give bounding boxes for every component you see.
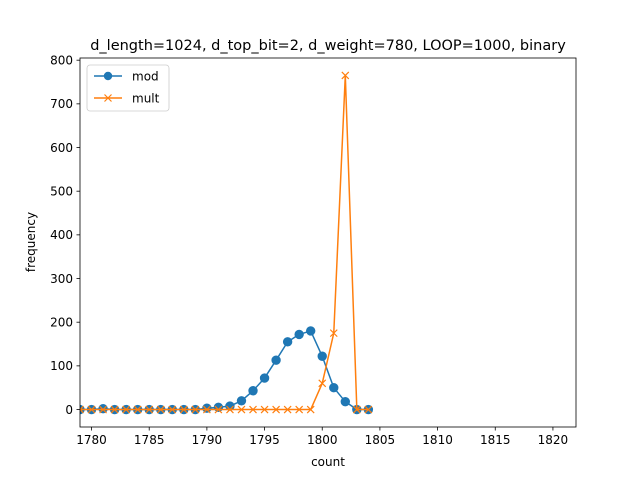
x-tick-label: 1785 — [134, 433, 165, 447]
y-tick-label: 800 — [50, 53, 73, 67]
data-point-mult — [179, 405, 188, 414]
data-point-mult — [145, 405, 154, 414]
data-point-mult — [283, 405, 292, 414]
legend-label-mult: mult — [132, 91, 160, 105]
axis-ticks: 1780 1785 1790 1795 1800 1805 1810 1815 1820 0 100… — [50, 53, 568, 447]
data-point-mult — [80, 405, 84, 414]
plot-frame — [79, 57, 577, 428]
data-point-mult — [156, 405, 165, 414]
legend: mod mult — [86, 64, 170, 112]
series-line-mult — [80, 74, 369, 411]
chart-title: d_length=1024, d_top_bit=2, d_weight=780… — [90, 38, 566, 54]
y-axis-title: frequency — [24, 212, 38, 272]
y-tick-label: 500 — [50, 184, 73, 198]
legend-label-mod: mod — [132, 69, 159, 83]
data-point-mult — [318, 379, 327, 388]
data-point-mult — [237, 405, 246, 414]
data-point-mult — [226, 405, 234, 414]
data-point-mult — [133, 405, 142, 414]
data-point-mult — [87, 405, 96, 414]
data-point-mult — [202, 405, 211, 414]
data-point-mult — [352, 405, 361, 414]
x-tick-label: 1815 — [480, 433, 511, 447]
data-point-mult — [341, 71, 350, 80]
y-tick-label: 100 — [50, 359, 73, 373]
data-point-mult — [110, 405, 119, 414]
x-tick-label: 1795 — [249, 433, 280, 447]
legend-marker-mult — [104, 94, 112, 102]
x-tick-label: 1810 — [422, 433, 453, 447]
data-point-mod — [236, 396, 247, 406]
plot-area — [80, 71, 374, 415]
data-point-mult — [99, 405, 107, 414]
data-point-mult — [306, 405, 315, 414]
x-axis-title: count — [311, 455, 345, 469]
data-point-mult — [214, 405, 223, 414]
data-point-mod — [294, 329, 304, 340]
data-point-mod — [202, 403, 212, 413]
data-point-mult — [168, 405, 177, 414]
y-tick-label: 0 — [65, 403, 73, 417]
data-point-mult — [249, 405, 257, 414]
x-tick-label: 1790 — [192, 433, 223, 447]
y-tick-label: 700 — [50, 97, 73, 111]
y-tick-label: 300 — [50, 272, 73, 286]
data-point-mult — [329, 329, 338, 338]
x-tick-label: 1800 — [307, 433, 338, 447]
data-point-mod — [340, 396, 351, 407]
data-point-mod — [305, 326, 316, 336]
data-point-mult — [364, 405, 373, 414]
y-tick-label: 200 — [50, 315, 73, 329]
legend-marker-mod — [103, 71, 113, 81]
data-point-mult — [122, 405, 131, 414]
data-point-mod — [271, 355, 281, 365]
data-point-mod — [98, 403, 108, 414]
x-tick-label: 1780 — [76, 433, 107, 447]
data-point-mult — [191, 405, 200, 414]
data-point-mod — [259, 373, 270, 383]
data-point-mult — [260, 405, 269, 414]
data-point-mod — [317, 351, 327, 361]
x-tick-label: 1805 — [365, 433, 396, 447]
data-point-mod — [282, 337, 293, 347]
y-tick-label: 400 — [50, 228, 73, 242]
data-point-mod — [248, 386, 258, 396]
data-point-mult — [272, 405, 281, 414]
data-point-mult — [295, 405, 304, 414]
data-point-mod — [329, 382, 339, 393]
y-tick-label: 600 — [50, 141, 73, 155]
x-tick-label: 1820 — [538, 433, 569, 447]
